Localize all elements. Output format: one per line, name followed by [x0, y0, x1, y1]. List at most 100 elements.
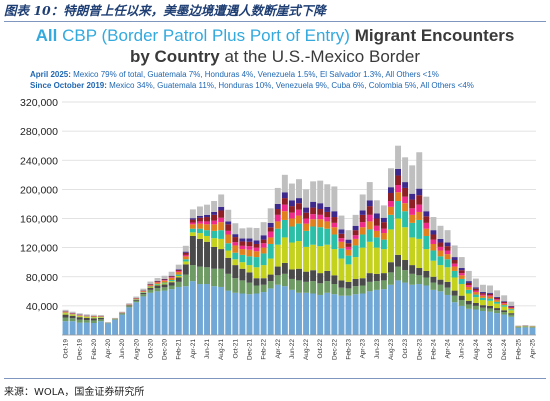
bar-segment-Jun-24-s2: [458, 295, 465, 301]
bar-segment-Nov-19-s2: [69, 315, 76, 319]
bar-segment-Dec-21-s2: [246, 272, 253, 283]
bar-segment-Feb-21-s3: [175, 276, 182, 278]
bar-segment-Jul-20-s9: [126, 303, 133, 305]
bar-segment-Jan-21-s0: [168, 289, 175, 335]
bar-segment-Apr-24-s0: [444, 294, 451, 335]
bar-segment-Sep-21-s7: [225, 224, 232, 231]
x-tick-label: Feb-23: [346, 339, 353, 360]
bar-segment-Dec-24-s7: [501, 301, 508, 303]
bar-segment-Jan-21-s7: [168, 276, 175, 278]
bar-segment-Nov-20-s3: [154, 284, 161, 286]
bar-segment-Dec-24-s5: [501, 303, 508, 306]
note-since-oct-2019: Since October 2019: Mexico 34%, Guatemal…: [30, 81, 474, 90]
bar-segment-Oct-23-s1: [402, 270, 409, 283]
bar-segment-Sep-21-s2: [225, 257, 232, 274]
bar-segment-Jul-23-s9: [380, 205, 387, 218]
bar-segment-Sep-24-s9: [479, 284, 486, 293]
bar-segment-Nov-23-s5: [409, 214, 416, 223]
x-tick-label: Feb-25: [515, 339, 522, 360]
bar-segment-May-21-s1: [196, 266, 203, 285]
bar-segment-Jul-22-s3: [296, 241, 302, 269]
bar-segment-Mar-21-s5: [182, 256, 189, 260]
bar-segment-Dec-23-s8: [416, 188, 423, 196]
bar-segment-May-22-s7: [281, 198, 288, 205]
bar-segment-Feb-23-s2: [345, 281, 352, 289]
bar-segment-Oct-24-s7: [487, 293, 493, 296]
bar-segment-Aug-23-s5: [388, 206, 394, 215]
bar-segment-Mar-24-s6: [437, 246, 444, 251]
bar-segment-Feb-21-s0: [175, 286, 182, 335]
bar-segment-Jun-20-s0: [119, 314, 126, 335]
bar-segment-Aug-23-s3: [388, 229, 394, 263]
bar-segment-Jun-21-s3: [204, 235, 210, 242]
x-tick-label: Dec-23: [416, 339, 423, 360]
bar-segment-Dec-20-s7: [161, 279, 168, 281]
bar-segment-Mar-22-s4: [267, 243, 274, 259]
bar-segment-Oct-21-s4: [232, 252, 239, 260]
bar-segment-Aug-22-s1: [303, 281, 310, 293]
bar-segment-Dec-23-s6: [416, 204, 423, 212]
bar-segment-Dec-22-s1: [331, 284, 338, 295]
bar-segment-Mar-24-s7: [437, 242, 444, 247]
bar-segment-Jan-20-s2: [83, 317, 90, 321]
bar-segment-Sep-23-s0: [395, 280, 402, 335]
bar-segment-Mar-21-s8: [182, 251, 189, 253]
bar-segment-Sep-24-s3: [479, 300, 486, 306]
bar-segment-Sep-24-s0: [479, 310, 486, 335]
bar-segment-Jun-24-s9: [458, 257, 465, 269]
bar-segment-Apr-24-s6: [444, 250, 451, 255]
bar-segment-Dec-23-s3: [416, 238, 423, 269]
bar-segment-Nov-22-s0: [324, 292, 331, 335]
bar-segment-Jan-23-s8: [338, 229, 345, 234]
bar-segment-Aug-22-s7: [303, 212, 310, 219]
bar-segment-Jul-23-s7: [380, 222, 387, 229]
bar-segment-Aug-23-s8: [388, 187, 394, 194]
bar-segment-Oct-22-s1: [317, 283, 324, 295]
bar-segment-Dec-22-s6: [331, 222, 338, 228]
bar-segment-Jun-23-s3: [373, 247, 380, 274]
bar-segment-Feb-24-s2: [430, 276, 437, 283]
bar-segment-Jul-22-s0: [296, 292, 302, 335]
bar-segment-Dec-24-s0: [501, 314, 508, 335]
bar-segment-Jan-22-s5: [253, 251, 260, 258]
bar-segment-Jan-24-s0: [423, 285, 430, 335]
bar-segment-Nov-22-s6: [324, 217, 331, 222]
bar-segment-May-22-s3: [281, 237, 288, 263]
bar-segment-Oct-24-s0: [487, 311, 493, 335]
bar-segment-Jan-20-s1: [83, 320, 90, 323]
bar-segment-Jul-24-s6: [465, 285, 472, 287]
bar-segment-Jul-22-s1: [296, 280, 302, 293]
bar-segment-May-23-s7: [366, 206, 373, 215]
bar-segment-Oct-22-s9: [317, 180, 324, 204]
title-dark-by-country: by Country: [130, 47, 220, 66]
bar-segment-Dec-21-s4: [246, 256, 253, 266]
bar-segment-Oct-21-s8: [232, 234, 239, 238]
bar-segment-Aug-24-s5: [472, 292, 479, 295]
bar-segment-Mar-23-s4: [352, 245, 359, 258]
bar-segment-Jun-22-s5: [288, 218, 295, 227]
bar-segment-Oct-21-s1: [232, 278, 239, 293]
bar-segment-Dec-24-s4: [501, 305, 508, 307]
bar-segment-Jun-23-s9: [373, 200, 380, 214]
bar-segment-Aug-22-s4: [303, 230, 310, 247]
bar-segment-Mar-20-s2: [97, 317, 104, 320]
bar-segment-Nov-20-s1: [154, 288, 161, 292]
bar-segment-Oct-23-s3: [402, 227, 409, 261]
bar-segment-Jun-23-s6: [373, 225, 380, 231]
bar-segment-Jan-22-s9: [253, 227, 260, 241]
note-april-2025: April 2025: Mexico 79% of total, Guatema…: [30, 70, 439, 79]
bar-segment-Jan-25-s8: [508, 306, 515, 307]
bar-segment-Nov-23-s3: [409, 237, 416, 266]
chart-title-line-1: All CBP (Border Patrol Plus Port of Entr…: [36, 26, 515, 45]
bar-segment-Sep-22-s8: [310, 201, 317, 208]
bar-segment-Dec-19-s9: [76, 313, 83, 315]
bar-segment-Oct-24-s3: [487, 300, 493, 306]
bar-segment-Feb-22-s4: [260, 253, 267, 266]
bar-segment-Jul-24-s8: [465, 281, 472, 283]
bar-segment-May-22-s6: [281, 204, 288, 212]
bar-segment-Apr-20-s0: [105, 323, 111, 335]
bar-segment-Aug-23-s1: [388, 272, 394, 285]
bar-segment-Oct-24-s1: [487, 308, 493, 312]
bar-segment-Aug-22-s9: [303, 189, 310, 208]
bar-segment-Jun-21-s4: [204, 230, 210, 236]
